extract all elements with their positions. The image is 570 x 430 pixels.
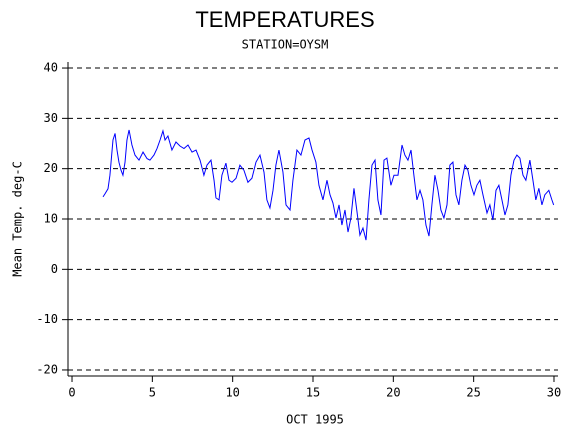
y-tick-label: 40 xyxy=(44,61,58,75)
x-tick-label: 15 xyxy=(306,386,320,400)
x-tick-label: 5 xyxy=(149,386,156,400)
x-tick-label: 0 xyxy=(68,386,75,400)
chart-subtitle: STATION=OYSM xyxy=(242,38,329,52)
x-axis-label: OCT 1995 xyxy=(286,413,344,427)
x-tick-label: 25 xyxy=(466,386,480,400)
y-axis-label: Mean Temp. deg-C xyxy=(11,161,25,277)
y-tick-label: -20 xyxy=(36,362,58,376)
x-tick-label: 20 xyxy=(386,386,400,400)
data-line xyxy=(102,129,555,241)
y-tick-label: 30 xyxy=(44,111,58,125)
y-tick-label: 10 xyxy=(44,212,58,226)
y-tick-label: 20 xyxy=(44,161,58,175)
y-tick-label: 0 xyxy=(51,262,58,276)
chart-title: TEMPERATURES xyxy=(195,7,374,32)
x-tick-label: 10 xyxy=(225,386,239,400)
x-tick-label: 30 xyxy=(547,386,561,400)
y-tick-label: -10 xyxy=(36,312,58,326)
